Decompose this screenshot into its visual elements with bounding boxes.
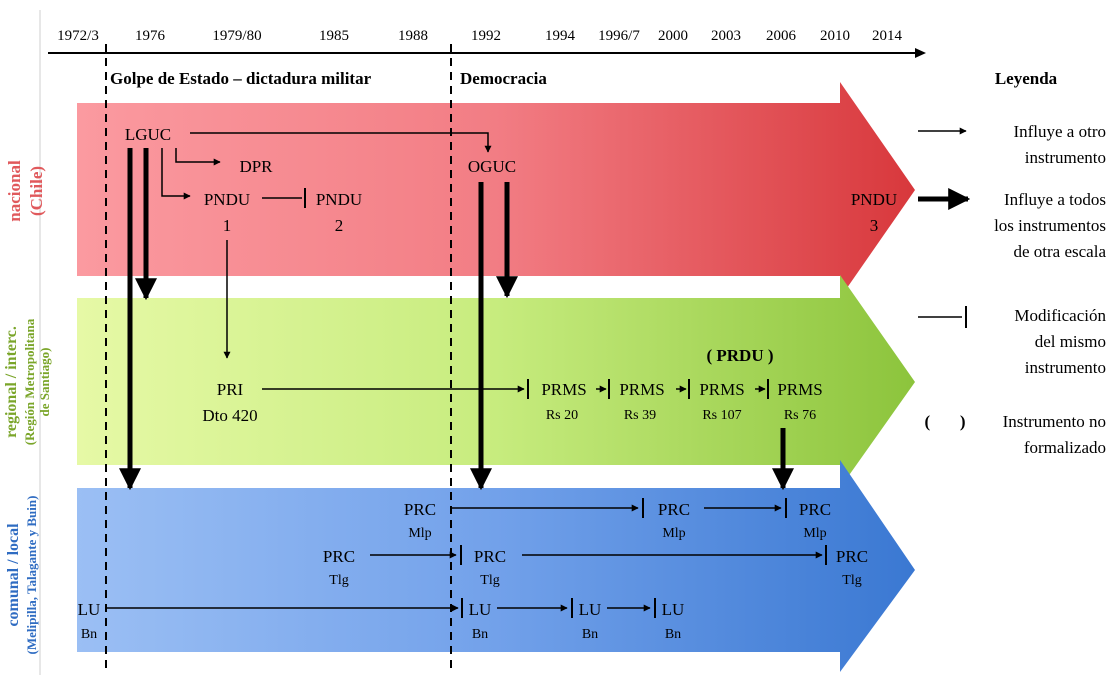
svg-text:(Melipilla, Talagante y Buin): (Melipilla, Talagante y Buin): [24, 496, 39, 655]
node-prms-rs20: PRMS: [541, 380, 586, 399]
node-lu-bn-3: LU: [579, 600, 602, 619]
year-label: 1992: [471, 28, 501, 44]
year-label: 2006: [766, 28, 797, 44]
node-lu-bn-4-sub: Bn: [665, 627, 681, 642]
svg-text:(Chile): (Chile): [27, 166, 46, 216]
legend-item-unformalized: Instrumento no: [1003, 412, 1106, 431]
node-prc-mlp-3: PRC: [799, 500, 831, 519]
node-prms-rs76: PRMS: [777, 380, 822, 399]
legend-parentheses-icon: ( ): [924, 412, 965, 431]
node-oguc: OGUC: [468, 157, 516, 176]
local-band-label: comunal / local (Melipilla, Talagante y …: [5, 496, 39, 655]
node-prms-rs76-sub: Rs 76: [784, 408, 816, 423]
year-label: 2000: [658, 28, 688, 44]
node-lu-bn-4: LU: [662, 600, 685, 619]
node-pndu3-number: 3: [870, 216, 879, 235]
node-prc-mlp-3-sub: Mlp: [803, 526, 826, 541]
regional-band-label: regional / interc. (Región Metropolitana…: [3, 318, 52, 445]
legend-item-influence-one: Influye a otro: [1013, 122, 1106, 141]
node-prc-tlg-2: PRC: [474, 547, 506, 566]
node-pndu2-number: 2: [335, 216, 344, 235]
node-pndu2: PNDU: [316, 190, 362, 209]
timeline-arrowhead: [915, 48, 926, 58]
node-prc-tlg-3: PRC: [836, 547, 868, 566]
legend-item-modification: instrumento: [1025, 358, 1106, 377]
legend-item-influence-all: Influye a todos: [1004, 190, 1106, 209]
legend-item-modification: del mismo: [1035, 332, 1106, 351]
node-prc-tlg-2-sub: Tlg: [480, 573, 499, 588]
node-prc-tlg-1: PRC: [323, 547, 355, 566]
year-label: 1979/80: [212, 28, 261, 44]
node-prms-rs20-sub: Rs 20: [546, 408, 578, 423]
timeline-axis: 1972/3 1976 1979/80 1985 1988 1992 1994 …: [48, 28, 926, 58]
national-band-label: nacional (Chile): [5, 160, 46, 222]
year-label: 1985: [319, 28, 349, 44]
year-label: 2010: [820, 28, 850, 44]
node-pndu1: PNDU: [204, 190, 250, 209]
node-lu-bn-1-sub: Bn: [81, 627, 97, 642]
regional-band: [77, 275, 915, 488]
svg-text:regional / interc.: regional / interc.: [3, 326, 20, 438]
node-prms-rs107-sub: Rs 107: [702, 408, 741, 423]
local-band: [77, 460, 915, 672]
year-label: 1976: [135, 28, 166, 44]
legend-item-influence-all: de otra escala: [1014, 242, 1106, 261]
node-prc-mlp-1-sub: Mlp: [408, 526, 431, 541]
legend-item-influence-one: instrumento: [1025, 148, 1106, 167]
year-label: 1988: [398, 28, 428, 44]
legend-item-modification: Modificación: [1014, 306, 1106, 325]
legend: Leyenda Influye a otro instrumento Influ…: [918, 69, 1106, 457]
node-prc-mlp-1: PRC: [404, 500, 436, 519]
year-label: 1994: [545, 28, 576, 44]
legend-item-unformalized: formalizado: [1024, 438, 1106, 457]
node-prc-mlp-2-sub: Mlp: [662, 526, 685, 541]
year-label: 1996/7: [598, 28, 640, 44]
svg-text:comunal / local: comunal / local: [5, 523, 22, 627]
national-band: [77, 82, 915, 298]
legend-item-influence-all: los instrumentos: [994, 216, 1106, 235]
node-dpr: DPR: [239, 157, 273, 176]
arrow-lguc-to-pndu1: [161, 148, 191, 200]
arrow-lguc-to-oguc: [190, 132, 492, 153]
node-pndu3: PNDU: [851, 190, 897, 209]
node-prc-mlp-2: PRC: [658, 500, 690, 519]
period-dictatorship-label: Golpe de Estado – dictadura militar: [110, 69, 372, 88]
node-lu-bn-2-sub: Bn: [472, 627, 488, 642]
svg-text:(Región Metropolitana: (Región Metropolitana: [22, 318, 37, 445]
node-prc-tlg-1-sub: Tlg: [329, 573, 348, 588]
node-pndu1-number: 1: [223, 216, 232, 235]
year-label: 2014: [872, 28, 903, 44]
node-lu-bn-1: LU: [78, 600, 101, 619]
node-lu-bn-3-sub: Bn: [582, 627, 598, 642]
arrow-lguc-to-dpr: [175, 148, 221, 166]
year-label: 2003: [711, 28, 741, 44]
year-label: 1972/3: [57, 28, 99, 44]
node-prms-rs39-sub: Rs 39: [624, 408, 656, 423]
period-democracy-label: Democracia: [460, 69, 547, 88]
node-lu-bn-2: LU: [469, 600, 492, 619]
node-prms-rs107: PRMS: [699, 380, 744, 399]
svg-text:nacional: nacional: [5, 160, 24, 222]
node-prc-tlg-3-sub: Tlg: [842, 573, 861, 588]
svg-text:de Santiago): de Santiago): [37, 348, 52, 417]
node-prms-rs39: PRMS: [619, 380, 664, 399]
legend-title: Leyenda: [995, 69, 1058, 88]
node-pri: PRI: [217, 380, 244, 399]
node-lguc: LGUC: [125, 125, 171, 144]
node-pri-decree: Dto 420: [202, 406, 257, 425]
node-prdu-unformalized: ( PRDU ): [706, 346, 773, 365]
